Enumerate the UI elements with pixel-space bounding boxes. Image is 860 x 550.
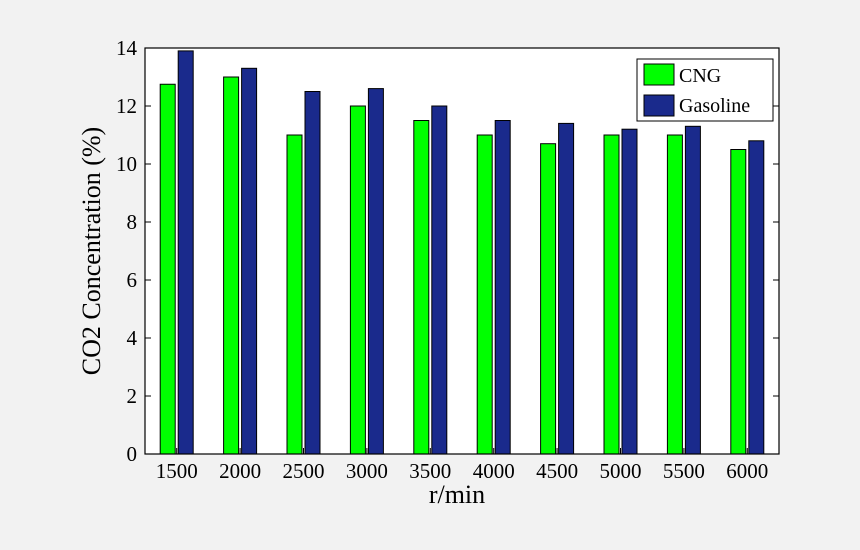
bar-cng-4500: [540, 143, 557, 455]
bar-cng-5500: [666, 134, 683, 455]
legend-swatch-cng: [643, 63, 675, 86]
bar-gasoline-3500: [431, 105, 448, 455]
legend-label-gasoline: Gasoline: [679, 95, 750, 117]
bar-cng-1500: [159, 83, 176, 455]
y-tick-label-10: 10: [116, 152, 137, 176]
ticks-layer: 1500 2000 2500 3000 3500 4000 4500 5000 5500 6000…: [116, 36, 779, 483]
legend-label-cng: CNG: [679, 65, 721, 87]
y-tick-label-4: 4: [127, 326, 138, 350]
bars-layer: [159, 50, 765, 455]
bar-cng-2500: [286, 134, 303, 455]
bar-gasoline-2500: [304, 91, 321, 455]
bar-cng-3500: [413, 120, 430, 455]
bar-gasoline-4500: [558, 122, 575, 455]
bar-cng-2000: [223, 76, 240, 455]
y-tick-label-2: 2: [127, 384, 138, 408]
bar-gasoline-6000: [748, 140, 765, 455]
y-tick-label-0: 0: [127, 442, 138, 466]
x-tick-label-3500: 3500: [409, 459, 451, 483]
x-tick-label-4000: 4000: [473, 459, 515, 483]
plot-frame: [144, 47, 780, 455]
x-tick-label-2500: 2500: [283, 459, 325, 483]
bar-cng-5000: [603, 134, 620, 455]
bar-gasoline-5500: [684, 125, 701, 455]
y-tick-label-6: 6: [127, 268, 138, 292]
y-tick-label-8: 8: [127, 210, 138, 234]
bar-gasoline-1500: [177, 50, 194, 455]
bar-cng-3000: [349, 105, 366, 455]
bar-gasoline-4000: [494, 120, 511, 455]
legend-swatch-gasoline: [643, 94, 675, 117]
x-tick-label-5500: 5500: [663, 459, 705, 483]
x-tick-label-3000: 3000: [346, 459, 388, 483]
x-axis-label: r/min: [429, 480, 485, 509]
bar-gasoline-5000: [621, 128, 638, 455]
bar-gasoline-2000: [241, 67, 258, 455]
bar-gasoline-3000: [367, 88, 384, 455]
x-tick-label-1500: 1500: [156, 459, 198, 483]
x-tick-label-4500: 4500: [536, 459, 578, 483]
bar-cng-6000: [730, 149, 747, 455]
bar-cng-4000: [476, 134, 493, 455]
x-tick-label-2000: 2000: [219, 459, 261, 483]
legend: CNG Gasoline: [636, 58, 774, 122]
x-tick-label-5000: 5000: [600, 459, 642, 483]
x-tick-label-6000: 6000: [726, 459, 768, 483]
y-tick-label-14: 14: [116, 36, 138, 60]
y-axis-label: CO2 Concentration (%): [77, 127, 106, 375]
y-tick-label-12: 12: [116, 94, 137, 118]
